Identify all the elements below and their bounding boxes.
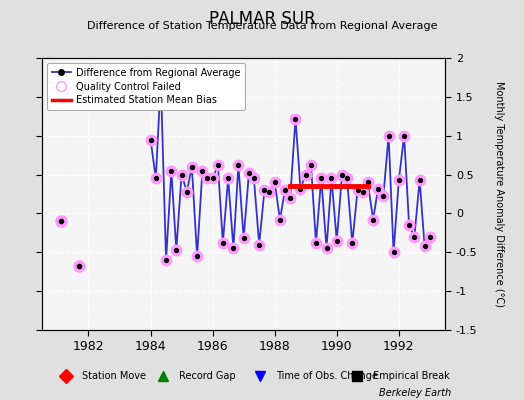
Text: Time of Obs. Change: Time of Obs. Change [276, 371, 378, 381]
Text: Record Gap: Record Gap [179, 371, 236, 381]
Legend: Difference from Regional Average, Quality Control Failed, Estimated Station Mean: Difference from Regional Average, Qualit… [47, 63, 245, 110]
Text: Difference of Station Temperature Data from Regional Average: Difference of Station Temperature Data f… [87, 21, 437, 31]
Text: Station Move: Station Move [82, 371, 146, 381]
Text: PALMAR SUR: PALMAR SUR [209, 10, 315, 28]
Text: Empirical Break: Empirical Break [373, 371, 450, 381]
Text: Berkeley Earth: Berkeley Earth [378, 388, 451, 398]
Y-axis label: Monthly Temperature Anomaly Difference (°C): Monthly Temperature Anomaly Difference (… [494, 81, 504, 307]
